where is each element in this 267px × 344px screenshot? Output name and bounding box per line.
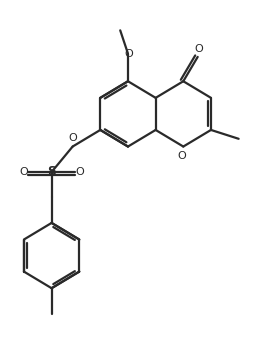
Text: O: O (125, 49, 134, 58)
Text: O: O (68, 133, 77, 143)
Text: O: O (178, 151, 187, 161)
Text: S: S (47, 165, 56, 178)
Text: O: O (194, 44, 203, 54)
Text: O: O (19, 167, 28, 177)
Text: O: O (75, 167, 84, 177)
